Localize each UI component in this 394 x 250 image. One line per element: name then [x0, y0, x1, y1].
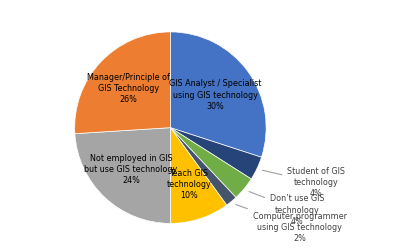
Text: Teach GIS
technology
10%: Teach GIS technology 10%: [166, 168, 211, 200]
Wedge shape: [75, 128, 170, 224]
Text: Computer programmer
using GIS technology
2%: Computer programmer using GIS technology…: [236, 204, 347, 243]
Text: Not employed in GIS
but use GIS technology
24%: Not employed in GIS but use GIS technolo…: [84, 154, 178, 185]
Wedge shape: [170, 128, 251, 198]
Text: Don’t use GIS
technology
4%: Don’t use GIS technology 4%: [249, 192, 325, 226]
Wedge shape: [170, 32, 266, 157]
Text: Manager/Principle of
GIS Technology
26%: Manager/Principle of GIS Technology 26%: [87, 73, 170, 104]
Wedge shape: [170, 128, 262, 179]
Text: Student of GIS
technology
4%: Student of GIS technology 4%: [262, 167, 346, 198]
Wedge shape: [170, 128, 236, 205]
Wedge shape: [74, 32, 170, 134]
Text: GIS Analyst / Specialist
using GIS technology
30%: GIS Analyst / Specialist using GIS techn…: [169, 80, 262, 110]
Wedge shape: [170, 128, 227, 224]
